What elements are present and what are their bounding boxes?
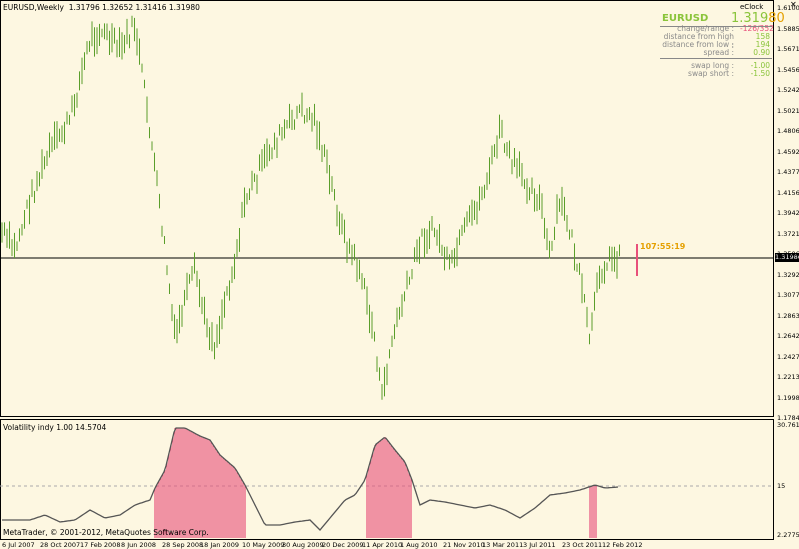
time-axis-label: 28 Sep 2008 [162,541,204,549]
price-axis-label: 1.39420 [777,209,799,217]
time-axis-label: 1 Aug 2010 [400,541,438,549]
price-axis-label: 1.30775 [777,291,799,299]
eclock-row-label: distance from low : [662,40,734,49]
eclock-row-label: swap short : [688,69,734,78]
price-axis-label: 1.22130 [777,373,799,381]
price-axis-label: 1.45920 [777,147,799,156]
price-axis-label: 1.17840 [777,414,799,422]
price-axis-label: 1.50210 [777,106,799,115]
chart-header: EURUSD,Weekly 1.31796 1.32652 1.31416 1.… [3,3,200,12]
indicator-frame [0,419,774,540]
time-axis-label: 28 Oct 2007 [40,541,81,549]
eclock-divider [660,58,772,59]
eclock-row-label: change/range : [677,24,734,33]
price-axis-label: 1.35065 [777,250,799,258]
price-axis-label: 1.43770 [777,168,799,176]
eclock-row-value: -1.50 [750,69,770,78]
eclock-title: eClock [740,3,764,11]
time-axis-label: 17 Feb 2008 [80,541,121,549]
indicator-axis-label: 2.2775 [777,531,799,539]
copyright-text: MetaTrader, © 2001-2012, MetaQuotes Soft… [3,528,209,537]
eclock-row-value: 158 [755,32,770,41]
time-axis-label: 18 Jan 2009 [200,541,239,549]
price-axis-label: 1.28630 [777,311,799,320]
time-axis-label: 8 Jun 2008 [121,541,156,549]
time-axis-label: 6 Jul 2007 [2,541,35,549]
eclock-row-label: distance from high : [663,32,734,50]
time-axis-label: 10 May 2009 [242,541,285,549]
price-axis-label: 1.26420 [777,332,799,340]
indicator-axis-label: 30.7619 [777,421,799,429]
eclock-row-value: 194 [755,40,770,49]
time-axis-label: 3 Jul 2011 [523,541,556,549]
price-axis-label: 1.32920 [777,270,799,279]
time-axis-label: 20 Dec 2009 [322,541,364,549]
eclock-price: 1.31980 [731,11,785,26]
price-axis-label: 1.56710 [777,45,799,53]
eclock-row-label: spread : [703,48,734,57]
eclock-row-value: -1.00 [750,61,770,70]
time-axis-label: 13 Mar 2011 [482,541,524,549]
eclock-divider [660,26,772,27]
price-axis-label: 1.19985 [777,393,799,402]
volatility-line [2,427,619,531]
eclock-symbol: EURUSD [662,13,709,24]
price-bars [1,15,620,400]
eclock-row-label: swap long : [691,61,734,70]
volatility-histogram [154,428,597,538]
time-axis-label: 11 Apr 2010 [362,541,403,549]
time-axis-label: 30 Aug 2009 [282,541,324,549]
price-axis-label: 1.54565 [777,65,799,74]
indicator-axis-label: 15 [777,482,786,490]
ohlc-values: 1.31796 1.32652 1.31416 1.31980 [68,3,200,12]
price-axis-label: 1.37210 [777,229,799,238]
price-axis-label: 1.61000 [777,4,799,12]
eclock-row-value: 0.90 [753,48,770,57]
symbol-timeframe: EURUSD,Weekly [3,3,64,12]
price-axis-label: 1.48065 [777,127,799,135]
price-axis-label: 1.58855 [777,24,799,33]
time-axis-label: 21 Nov 2010 [443,541,485,549]
time-axis-label: 12 Feb 2012 [602,541,643,549]
current-price-tag: 1.31980 [775,253,799,262]
close-icon[interactable]: ✕ [790,0,797,9]
eclock-row-value: -126/352 [740,24,774,33]
price-axis-label: 1.52420 [777,86,799,94]
price-axis-label: 1.41565 [777,188,799,197]
time-axis-label: 23 Oct 2011 [562,541,603,549]
bar-timer: 107:55:19 [640,242,686,251]
main-frame [0,0,774,417]
indicator-header: Volatility indy 1.00 14.5704 [3,423,107,432]
price-axis-label: 1.24275 [777,352,799,361]
